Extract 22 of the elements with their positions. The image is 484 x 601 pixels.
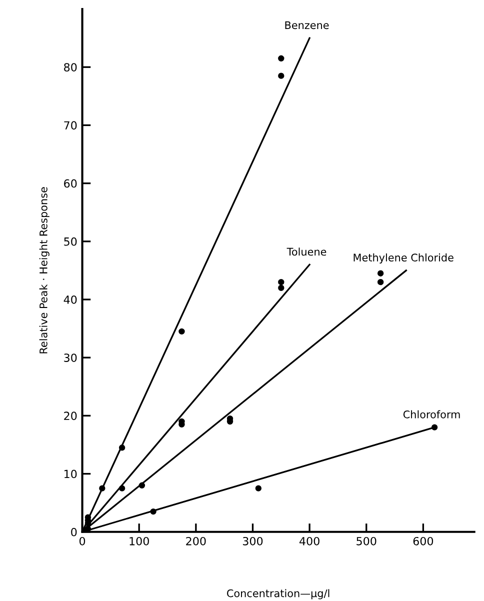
y-tick-label: 80 — [64, 63, 77, 72]
x-tick-label: 400 — [299, 536, 320, 546]
x-tick-label: 200 — [186, 536, 206, 546]
series-label: Chloroform — [403, 410, 460, 418]
y-tick-label: 0 — [71, 528, 77, 536]
y-tick-label: 10 — [64, 470, 77, 478]
y-tick-label: 50 — [64, 237, 77, 246]
y-tick-label: 60 — [64, 179, 77, 188]
x-tick-label: 100 — [130, 536, 149, 546]
y-tick-label: 40 — [64, 295, 77, 304]
x-tick-label: 300 — [242, 536, 263, 546]
y-axis-title: Relative Peak · Height Response — [39, 187, 50, 354]
y-tick-label: 30 — [64, 354, 77, 362]
series-label: Benzene — [285, 21, 329, 30]
x-tick-label: 0 — [79, 536, 86, 546]
x-axis-title: Concentration—µg/l — [227, 589, 330, 600]
y-tick-label: 20 — [64, 412, 77, 420]
x-tick-label: 500 — [356, 536, 376, 546]
y-tick-label: 70 — [64, 121, 77, 130]
x-tick-label: 600 — [413, 536, 434, 546]
series-label: Toluene — [286, 248, 326, 256]
series-label: Methylene Chloride — [354, 253, 454, 264]
